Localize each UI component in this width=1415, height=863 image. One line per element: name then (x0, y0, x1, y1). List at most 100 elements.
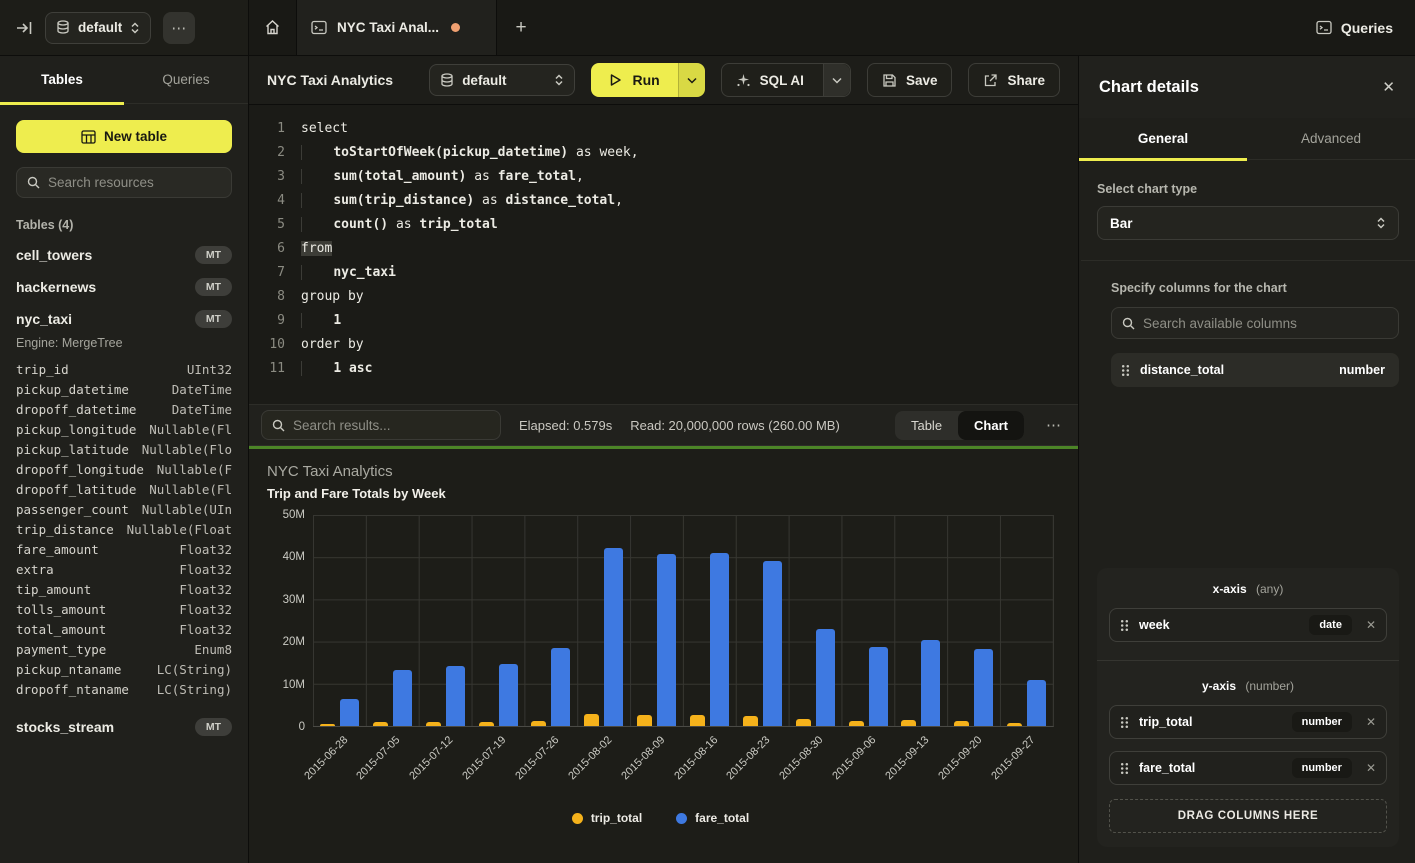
drop-zone[interactable]: DRAG COLUMNS HERE (1109, 799, 1387, 833)
drag-handle-icon[interactable] (1120, 716, 1129, 729)
fare_total-bar[interactable] (974, 648, 994, 726)
remove-icon[interactable]: ✕ (1365, 715, 1376, 729)
bar-group[interactable]: 2015-09-20 (936, 515, 1000, 782)
bar-group[interactable]: 2015-08-16 (672, 515, 736, 782)
code-line[interactable]: 2 toStartOfWeek(pickup_datetime) as week… (259, 141, 1078, 165)
tab-nyc-taxi-analytics[interactable]: NYC Taxi Anal... (297, 0, 497, 55)
fare_total-bar[interactable] (445, 666, 465, 726)
bar-group[interactable]: 2015-08-23 (725, 515, 789, 782)
view-toggle-chart[interactable]: Chart (958, 410, 1024, 440)
trip_total-bar[interactable] (372, 721, 388, 726)
topbar-more-button[interactable]: ⋯ (163, 11, 196, 44)
results-search-input[interactable] (293, 417, 490, 433)
bar-group[interactable]: 2015-07-05 (355, 515, 419, 782)
share-button[interactable]: Share (968, 63, 1060, 97)
bar-group[interactable]: 2015-08-02 (566, 515, 630, 782)
legend-item-fare_total[interactable]: fare_total (676, 811, 749, 825)
bar-group[interactable]: 2015-07-26 (513, 515, 577, 782)
trip_total-bar[interactable] (795, 719, 811, 726)
y-axis-item-fare-total[interactable]: fare_total number ✕ (1109, 751, 1387, 785)
bar-group[interactable]: 2015-07-12 (407, 515, 472, 782)
bar-group[interactable]: 2015-08-09 (619, 515, 683, 782)
results-more-button[interactable]: ⋯ (1046, 417, 1062, 434)
bar-group[interactable]: 2015-09-13 (883, 515, 947, 782)
new-table-button[interactable]: New table (16, 120, 232, 153)
new-table-label: New table (103, 129, 168, 144)
fare_total-bar[interactable] (762, 560, 782, 726)
fare_total-bar[interactable] (498, 663, 518, 726)
code-line[interactable]: 5 count() as trip_total (259, 213, 1078, 237)
sidebar-tab-tables[interactable]: Tables (0, 56, 124, 105)
fare_total-bar[interactable] (339, 698, 359, 726)
legend-item-trip_total[interactable]: trip_total (571, 811, 642, 825)
drag-handle-icon[interactable] (1120, 619, 1129, 632)
trip_total-bar[interactable] (742, 715, 758, 726)
code-line[interactable]: 10 order by (259, 333, 1078, 357)
code-line[interactable]: 9 1 (259, 309, 1078, 333)
remove-icon[interactable]: ✕ (1365, 618, 1376, 632)
close-icon[interactable]: ✕ (1382, 79, 1395, 96)
trip_total-bar[interactable] (478, 721, 494, 726)
trip_total-bar[interactable] (637, 714, 653, 726)
table-row-nyc-taxi[interactable]: nyc_taxi MT (16, 310, 232, 328)
run-button[interactable]: Run (591, 63, 705, 97)
run-dropdown[interactable] (677, 63, 705, 97)
new-tab-button[interactable]: + (515, 16, 527, 38)
sql-ai-button[interactable]: SQL AI (720, 63, 851, 97)
tab-general[interactable]: General (1079, 118, 1247, 161)
fare_total-bar[interactable] (392, 670, 412, 726)
fare_total-bar[interactable] (709, 552, 729, 726)
fare_total-bar[interactable] (551, 648, 571, 726)
collapse-sidebar-icon[interactable] (16, 20, 33, 36)
trip_total-bar[interactable] (1007, 723, 1023, 726)
available-column-distance-total[interactable]: distance_total number (1111, 353, 1399, 387)
trip_total-bar[interactable] (848, 720, 864, 726)
fare_total-bar[interactable] (1027, 680, 1047, 726)
view-toggle-table[interactable]: Table (910, 417, 943, 433)
bar-group[interactable]: 2015-09-27 (989, 515, 1053, 782)
code-line[interactable]: 6 from (259, 237, 1078, 261)
sidebar-tab-queries[interactable]: Queries (162, 72, 210, 87)
drag-handle-icon[interactable] (1121, 364, 1130, 377)
fare_total-bar[interactable] (657, 553, 677, 726)
fare_total-bar[interactable] (815, 628, 835, 726)
sidebar-search-input[interactable] (48, 175, 225, 190)
remove-icon[interactable]: ✕ (1365, 761, 1376, 775)
code-line[interactable]: 11 1 asc (259, 357, 1078, 381)
fare_total-bar[interactable] (604, 547, 624, 726)
code-line[interactable]: 4 sum(trip_distance) as distance_total, (259, 189, 1078, 213)
code-line[interactable]: 7 nyc_taxi (259, 261, 1078, 285)
fare_total-bar[interactable] (868, 646, 888, 726)
x-axis-item-week[interactable]: week date ✕ (1109, 608, 1387, 642)
table-row-cell-towers[interactable]: cell_towers MT (16, 246, 232, 264)
columns-search-input[interactable] (1143, 315, 1388, 331)
bar-group[interactable]: 2015-09-06 (830, 515, 895, 782)
bar-group[interactable]: 2015-07-19 (460, 515, 525, 782)
drag-handle-icon[interactable] (1120, 762, 1129, 775)
bar-group[interactable]: 2015-06-28 (302, 515, 366, 782)
trip_total-bar[interactable] (319, 723, 335, 726)
trip_total-bar[interactable] (425, 721, 441, 726)
sql-editor[interactable]: 1 select 2 toStartOfWeek(pickup_datetime) … (249, 105, 1078, 404)
trip_total-bar[interactable] (901, 720, 917, 726)
code-line[interactable]: 8 group by (259, 285, 1078, 309)
save-button[interactable]: Save (866, 63, 953, 97)
tab-advanced[interactable]: Advanced (1300, 131, 1362, 146)
table-row-hackernews[interactable]: hackernews MT (16, 278, 232, 296)
topbar-database-selector[interactable]: default (45, 11, 152, 44)
fare_total-bar[interactable] (921, 639, 941, 726)
bar-group[interactable]: 2015-08-30 (777, 515, 842, 782)
code-line[interactable]: 3 sum(total_amount) as fare_total, (259, 165, 1078, 189)
home-button[interactable] (249, 0, 297, 55)
trip_total-bar[interactable] (584, 713, 600, 726)
y-axis-item-trip-total[interactable]: trip_total number ✕ (1109, 705, 1387, 739)
queries-button[interactable]: Queries (1294, 0, 1415, 55)
trip_total-bar[interactable] (689, 715, 705, 726)
trip_total-bar[interactable] (531, 720, 547, 726)
chart-type-select[interactable]: Bar (1097, 206, 1399, 240)
code-line[interactable]: 1 select (259, 117, 1078, 141)
table-row-stocks-stream[interactable]: stocks_stream MT (16, 718, 232, 736)
query-database-selector[interactable]: default (429, 64, 576, 96)
trip_total-bar[interactable] (954, 720, 970, 726)
sql-ai-dropdown[interactable] (822, 64, 850, 96)
